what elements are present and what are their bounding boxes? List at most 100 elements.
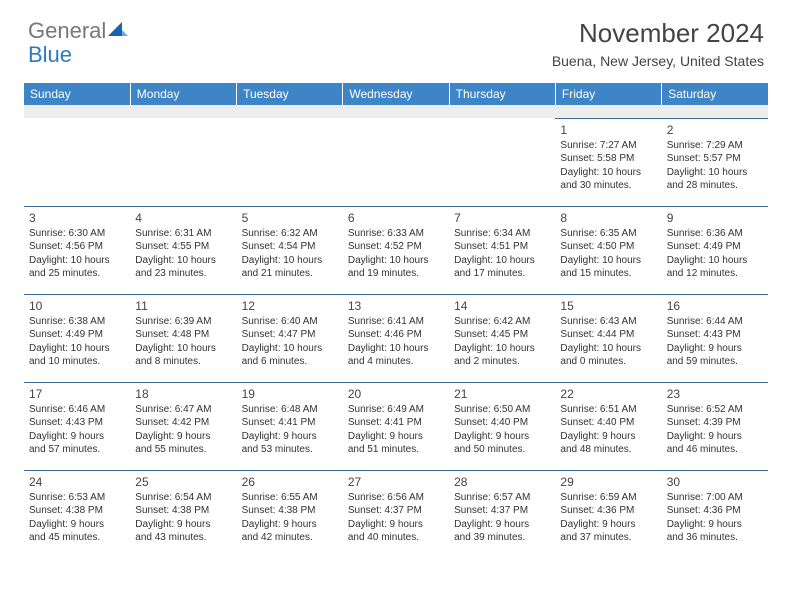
day-number: 9 [667, 210, 763, 226]
calendar-day-cell: 4Sunrise: 6:31 AMSunset: 4:55 PMDaylight… [130, 206, 236, 294]
day-number: 17 [29, 386, 125, 402]
calendar-day-cell [24, 118, 130, 206]
sunset-line: Sunset: 4:42 PM [135, 416, 231, 430]
calendar-week-row: 17Sunrise: 6:46 AMSunset: 4:43 PMDayligh… [24, 382, 768, 470]
day-number: 2 [667, 122, 763, 138]
daylight-line: and 46 minutes. [667, 443, 763, 457]
daylight-line: and 10 minutes. [29, 355, 125, 369]
daylight-line: Daylight: 10 hours [135, 342, 231, 356]
sunset-line: Sunset: 4:48 PM [135, 328, 231, 342]
sunset-line: Sunset: 4:37 PM [454, 504, 550, 518]
sunrise-line: Sunrise: 6:52 AM [667, 403, 763, 417]
daylight-line: Daylight: 9 hours [454, 518, 550, 532]
daylight-line: Daylight: 10 hours [560, 166, 656, 180]
daylight-line: and 42 minutes. [242, 531, 338, 545]
sunset-line: Sunset: 4:56 PM [29, 240, 125, 254]
daylight-line: and 50 minutes. [454, 443, 550, 457]
calendar-day-cell: 15Sunrise: 6:43 AMSunset: 4:44 PMDayligh… [555, 294, 661, 382]
daylight-line: Daylight: 9 hours [348, 518, 444, 532]
sunrise-line: Sunrise: 6:33 AM [348, 227, 444, 241]
daylight-line: Daylight: 9 hours [348, 430, 444, 444]
calendar-day-cell: 28Sunrise: 6:57 AMSunset: 4:37 PMDayligh… [449, 470, 555, 558]
daylight-line: Daylight: 10 hours [29, 254, 125, 268]
sunset-line: Sunset: 4:45 PM [454, 328, 550, 342]
sunrise-line: Sunrise: 6:47 AM [135, 403, 231, 417]
daylight-line: and 45 minutes. [29, 531, 125, 545]
sunrise-line: Sunrise: 6:51 AM [560, 403, 656, 417]
calendar-day-cell: 7Sunrise: 6:34 AMSunset: 4:51 PMDaylight… [449, 206, 555, 294]
sunrise-line: Sunrise: 6:57 AM [454, 491, 550, 505]
sunrise-line: Sunrise: 6:39 AM [135, 315, 231, 329]
calendar-day-cell: 1Sunrise: 7:27 AMSunset: 5:58 PMDaylight… [555, 118, 661, 206]
calendar-day-cell: 21Sunrise: 6:50 AMSunset: 4:40 PMDayligh… [449, 382, 555, 470]
calendar-day-cell: 2Sunrise: 7:29 AMSunset: 5:57 PMDaylight… [662, 118, 768, 206]
daylight-line: and 6 minutes. [242, 355, 338, 369]
day-number: 5 [242, 210, 338, 226]
sunrise-line: Sunrise: 6:48 AM [242, 403, 338, 417]
calendar-day-cell [130, 118, 236, 206]
calendar-week-row: 3Sunrise: 6:30 AMSunset: 4:56 PMDaylight… [24, 206, 768, 294]
calendar-day-cell: 23Sunrise: 6:52 AMSunset: 4:39 PMDayligh… [662, 382, 768, 470]
sunset-line: Sunset: 4:43 PM [29, 416, 125, 430]
daylight-line: and 51 minutes. [348, 443, 444, 457]
daylight-line: and 36 minutes. [667, 531, 763, 545]
logo: General [28, 18, 128, 44]
day-number: 22 [560, 386, 656, 402]
daylight-line: and 55 minutes. [135, 443, 231, 457]
day-number: 21 [454, 386, 550, 402]
day-number: 27 [348, 474, 444, 490]
day-number: 14 [454, 298, 550, 314]
daylight-line: Daylight: 9 hours [560, 430, 656, 444]
month-title: November 2024 [552, 18, 764, 49]
daylight-line: and 23 minutes. [135, 267, 231, 281]
daylight-line: Daylight: 9 hours [667, 430, 763, 444]
calendar-day-cell: 26Sunrise: 6:55 AMSunset: 4:38 PMDayligh… [237, 470, 343, 558]
sunrise-line: Sunrise: 6:54 AM [135, 491, 231, 505]
sunrise-line: Sunrise: 6:38 AM [29, 315, 125, 329]
daylight-line: Daylight: 10 hours [560, 254, 656, 268]
weekday-header: Friday [555, 83, 661, 105]
sunset-line: Sunset: 4:41 PM [242, 416, 338, 430]
calendar-day-cell: 11Sunrise: 6:39 AMSunset: 4:48 PMDayligh… [130, 294, 236, 382]
daylight-line: and 30 minutes. [560, 179, 656, 193]
daylight-line: Daylight: 10 hours [348, 254, 444, 268]
sunrise-line: Sunrise: 7:00 AM [667, 491, 763, 505]
daylight-line: and 48 minutes. [560, 443, 656, 457]
daylight-line: and 53 minutes. [242, 443, 338, 457]
calendar-day-cell: 8Sunrise: 6:35 AMSunset: 4:50 PMDaylight… [555, 206, 661, 294]
daylight-line: Daylight: 9 hours [454, 430, 550, 444]
sunrise-line: Sunrise: 6:59 AM [560, 491, 656, 505]
calendar-week-row: 24Sunrise: 6:53 AMSunset: 4:38 PMDayligh… [24, 470, 768, 558]
day-number: 6 [348, 210, 444, 226]
daylight-line: and 21 minutes. [242, 267, 338, 281]
daylight-line: Daylight: 10 hours [667, 166, 763, 180]
sunset-line: Sunset: 4:40 PM [560, 416, 656, 430]
sunset-line: Sunset: 4:39 PM [667, 416, 763, 430]
sunset-line: Sunset: 5:57 PM [667, 152, 763, 166]
daylight-line: Daylight: 10 hours [135, 254, 231, 268]
weekday-header: Tuesday [237, 83, 343, 105]
sunset-line: Sunset: 4:38 PM [135, 504, 231, 518]
sunrise-line: Sunrise: 6:56 AM [348, 491, 444, 505]
sunset-line: Sunset: 4:41 PM [348, 416, 444, 430]
day-number: 25 [135, 474, 231, 490]
day-number: 28 [454, 474, 550, 490]
daylight-line: Daylight: 9 hours [560, 518, 656, 532]
day-number: 3 [29, 210, 125, 226]
daylight-line: and 12 minutes. [667, 267, 763, 281]
sunrise-line: Sunrise: 6:44 AM [667, 315, 763, 329]
calendar-day-cell: 17Sunrise: 6:46 AMSunset: 4:43 PMDayligh… [24, 382, 130, 470]
sunset-line: Sunset: 4:54 PM [242, 240, 338, 254]
day-number: 18 [135, 386, 231, 402]
sunrise-line: Sunrise: 6:40 AM [242, 315, 338, 329]
sunset-line: Sunset: 4:51 PM [454, 240, 550, 254]
sunset-line: Sunset: 4:36 PM [667, 504, 763, 518]
calendar-day-cell: 6Sunrise: 6:33 AMSunset: 4:52 PMDaylight… [343, 206, 449, 294]
day-number: 11 [135, 298, 231, 314]
sunset-line: Sunset: 4:36 PM [560, 504, 656, 518]
day-number: 10 [29, 298, 125, 314]
weekday-header: Saturday [662, 83, 768, 105]
calendar-day-cell: 9Sunrise: 6:36 AMSunset: 4:49 PMDaylight… [662, 206, 768, 294]
day-number: 20 [348, 386, 444, 402]
daylight-line: and 17 minutes. [454, 267, 550, 281]
